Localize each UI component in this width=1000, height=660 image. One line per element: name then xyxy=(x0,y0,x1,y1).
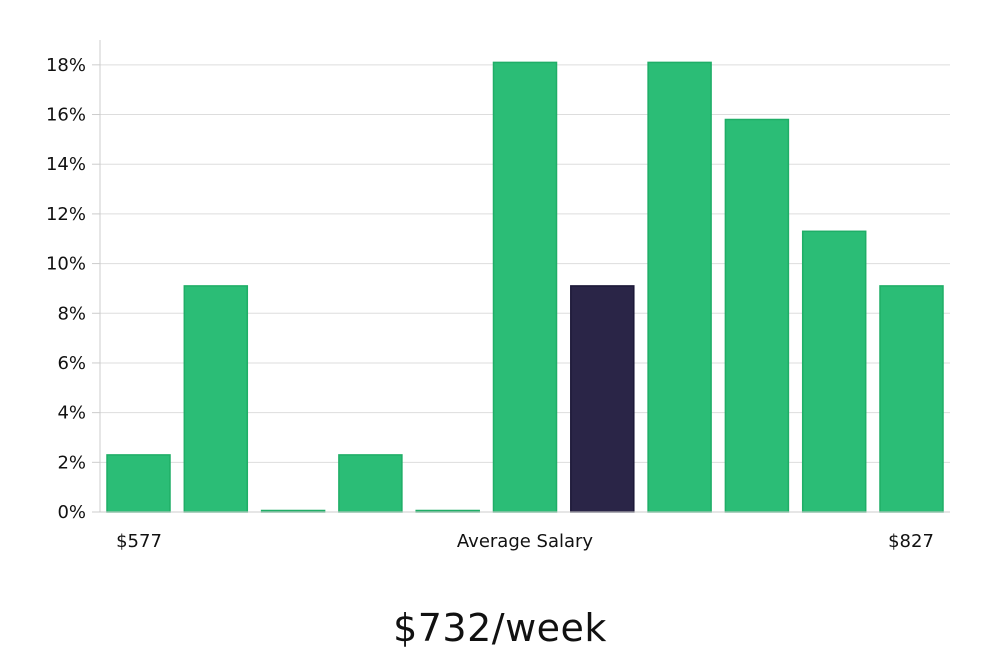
y-tick-label-2: 2% xyxy=(57,452,86,473)
bar-1 xyxy=(106,454,171,513)
y-tick-label-12: 12% xyxy=(46,204,86,225)
y-tick-label-14: 14% xyxy=(46,154,86,175)
x-label-min: $577 xyxy=(116,531,162,552)
bar-9 xyxy=(724,118,790,513)
x-label-max: $827 xyxy=(888,531,934,552)
y-tick-label-8: 8% xyxy=(57,303,86,324)
bar-8 xyxy=(647,61,712,513)
bar-2 xyxy=(183,285,249,513)
y-tick-label-6: 6% xyxy=(57,353,86,374)
y-tick-label-0: 0% xyxy=(57,502,86,523)
bars xyxy=(106,61,944,513)
average-salary-value: $732/week xyxy=(393,606,607,650)
bar-11 xyxy=(879,285,944,513)
y-tick-label-4: 4% xyxy=(57,403,86,424)
y-tick-label-16: 16% xyxy=(46,105,86,126)
bar-average-salary xyxy=(570,285,635,513)
bar-4 xyxy=(338,454,403,513)
y-axis-ticks: 0% 2% 4% 6% 8% 10% 12% 14% 16% 18% xyxy=(46,55,100,523)
bar-6 xyxy=(492,61,558,513)
y-tick-label-18: 18% xyxy=(46,55,86,76)
x-label-average: Average Salary xyxy=(457,531,594,552)
bar-10 xyxy=(801,230,867,513)
salary-histogram: 0% 2% 4% 6% 8% 10% 12% 14% 16% 18% $577 Average S… xyxy=(46,40,950,552)
y-tick-label-10: 10% xyxy=(46,254,86,275)
